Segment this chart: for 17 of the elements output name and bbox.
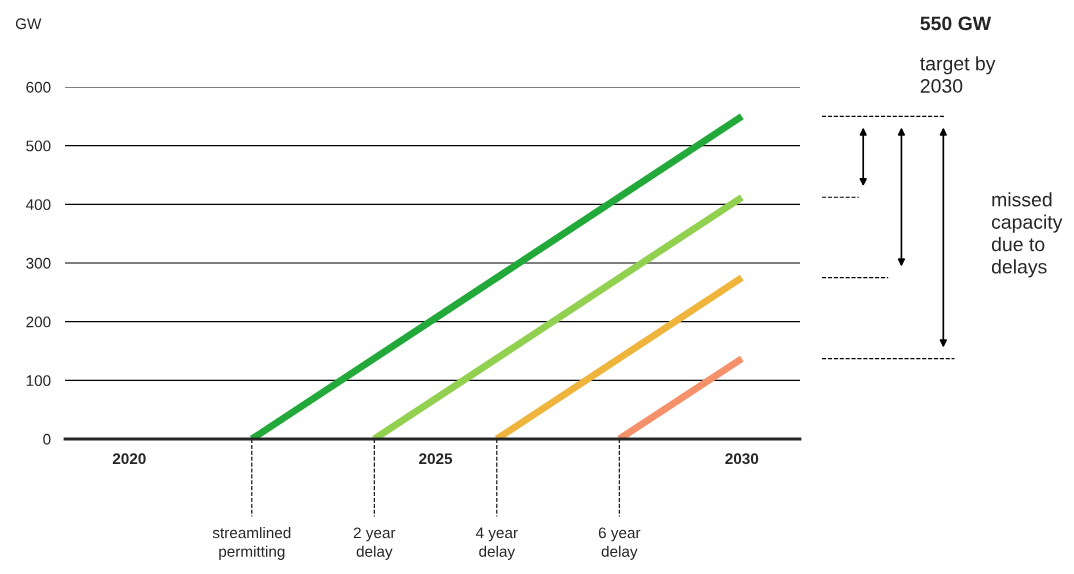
ref-line-label: 2 year delay xyxy=(353,527,396,560)
text: 550 GW target by 2030 xyxy=(920,16,996,93)
x-tick-label: 2020 xyxy=(112,453,146,465)
y-tick-label: 400 xyxy=(25,199,51,211)
y-tick-label: 100 xyxy=(26,375,51,387)
y-tick-label: 300 xyxy=(26,257,51,269)
y-tick-label: 0 xyxy=(43,433,51,445)
x-tick-label: 2025 xyxy=(419,453,453,465)
x-tick-label: 2030 xyxy=(725,453,759,465)
y-axis-title: GW xyxy=(15,18,42,30)
y-tick-label: 500 xyxy=(26,140,51,152)
ref-line-label: streamlined permitting xyxy=(212,527,291,560)
text: missed capacity due to delays xyxy=(991,192,1063,278)
y-tick-label: 200 xyxy=(26,316,51,328)
y-tick-label: 600 xyxy=(26,81,51,93)
ref-line-label: 6 year delay xyxy=(598,527,641,560)
ref-line-label: 4 year delay xyxy=(475,527,518,560)
